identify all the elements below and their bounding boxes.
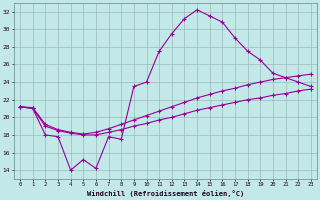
X-axis label: Windchill (Refroidissement éolien,°C): Windchill (Refroidissement éolien,°C) [87, 190, 244, 197]
